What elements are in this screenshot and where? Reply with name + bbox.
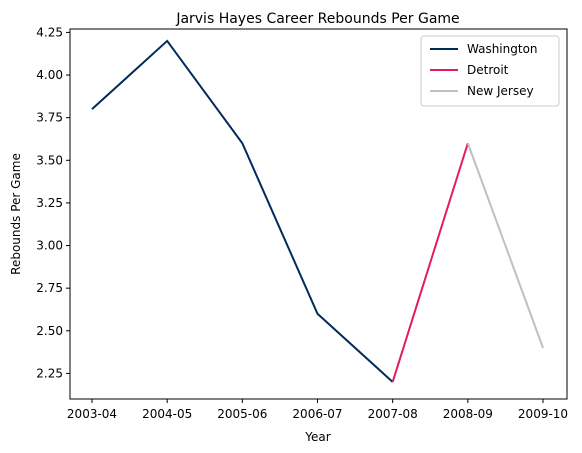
- y-axis-label: Rebounds Per Game: [9, 153, 23, 275]
- chart-title: Jarvis Hayes Career Rebounds Per Game: [175, 11, 459, 27]
- series-line-washington: [91, 39, 394, 383]
- x-tick-label: 2004-05: [142, 407, 192, 421]
- y-tick-label: 2.50: [36, 324, 63, 338]
- y-tick-label: 4.00: [36, 68, 63, 82]
- y-axis: 2.25 2.50 2.75 3.00 3.25 3.50 3.75 4.00 4.25: [36, 25, 70, 380]
- y-tick-label: 2.75: [36, 281, 63, 295]
- x-tick-label: 2008-09: [443, 407, 493, 421]
- y-tick-label: 3.25: [36, 196, 63, 210]
- series-line-new-jersey: [466, 142, 544, 349]
- legend-label: Detroit: [467, 63, 509, 77]
- x-axis: 2003-04 2004-05 2005-06 2006-07 2007-08 2008-…: [67, 399, 568, 421]
- y-tick-label: 2.25: [36, 366, 63, 380]
- y-tick-label: 3.50: [36, 153, 63, 167]
- y-tick-label: 3.75: [36, 111, 63, 125]
- series-layer: [91, 39, 544, 383]
- legend: Washington Detroit New Jersey: [420, 35, 560, 107]
- x-tick-label: 2006-07: [292, 407, 342, 421]
- x-axis-label: Year: [304, 430, 330, 444]
- legend-label: Washington: [467, 42, 538, 56]
- legend-frame: [420, 35, 560, 107]
- x-tick-label: 2007-08: [368, 407, 418, 421]
- y-tick-label: 4.25: [36, 25, 63, 39]
- series-line-detroit: [391, 142, 469, 383]
- legend-items: Washington Detroit New Jersey: [430, 42, 538, 98]
- x-tick-label: 2003-04: [67, 407, 117, 421]
- x-tick-label: 2009-10: [518, 407, 568, 421]
- x-tick-label: 2005-06: [217, 407, 267, 421]
- legend-label: New Jersey: [467, 84, 534, 98]
- y-tick-label: 3.00: [36, 239, 63, 253]
